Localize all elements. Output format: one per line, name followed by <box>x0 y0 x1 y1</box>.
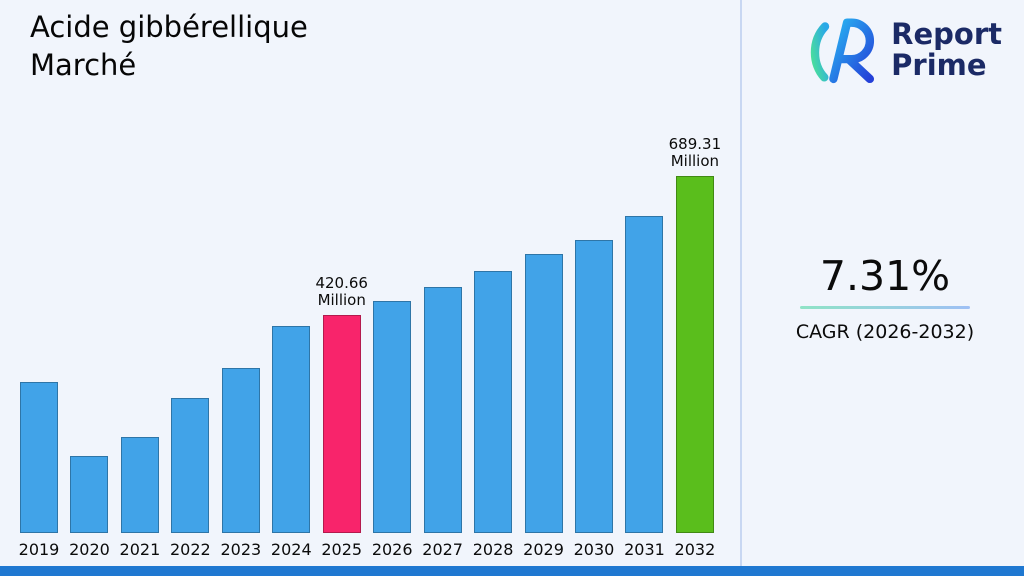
bar-2027 <box>423 287 462 533</box>
bar-column-2029: 2029 <box>521 254 567 559</box>
x-tick-label-2020: 2020 <box>69 540 110 559</box>
bar-2020 <box>70 456 109 533</box>
bar-2029 <box>524 254 563 533</box>
bar-2026 <box>373 301 412 533</box>
bar-column-2028: 2028 <box>470 271 516 559</box>
bar-2022 <box>171 398 210 533</box>
bar-column-2024: 2024 <box>268 326 314 559</box>
bar-column-2021: 2021 <box>117 437 163 559</box>
report-prime-logo-icon <box>810 18 875 84</box>
bar-2023 <box>221 368 260 533</box>
bar-value-label-2025: 420.66 Million <box>315 273 368 310</box>
x-tick-label-2025: 2025 <box>321 540 363 559</box>
cagr-underline <box>800 306 970 309</box>
x-tick-label-2032: 2032 <box>674 540 716 559</box>
bottom-accent-bar <box>0 566 1024 576</box>
brand-logo-text-line2: Prime <box>891 48 987 82</box>
vertical-divider <box>740 0 742 566</box>
bar-column-2023: 2023 <box>218 368 264 559</box>
bar-2031 <box>625 216 664 533</box>
bar-2032 <box>675 176 714 533</box>
bar-column-2025: 420.66 Million 2025 <box>315 274 368 559</box>
bar-column-2031: 2031 <box>621 216 667 559</box>
x-tick-label-2019: 2019 <box>18 540 60 559</box>
page-title-line2: Marché <box>30 48 137 83</box>
bar-column-2022: 2022 <box>167 398 213 559</box>
brand-logo: Report Prime <box>803 12 1002 88</box>
bar-column-2030: 2030 <box>571 240 617 559</box>
cagr-value: 7.31% <box>819 252 951 300</box>
bar-column-2020: 2020 <box>66 456 112 559</box>
page-title: Acide gibbérellique Marché <box>30 8 308 85</box>
bar-2025 <box>322 315 361 533</box>
bar-2030 <box>574 240 613 533</box>
bar-2028 <box>474 271 513 533</box>
x-tick-label-2028: 2028 <box>472 540 514 559</box>
bar-2021 <box>120 437 159 533</box>
x-tick-label-2029: 2029 <box>523 540 564 559</box>
cagr-panel: 7.31% CAGR (2026-2032) <box>762 252 1008 343</box>
bar-chart: 2019 2020 2021 2022 2023 2024 420.66 Million 202… <box>16 103 722 559</box>
x-tick-label-2024: 2024 <box>270 540 312 559</box>
x-tick-label-2021: 2021 <box>119 540 161 559</box>
x-tick-label-2027: 2027 <box>422 540 463 559</box>
bar-value-label-2032: 689.31 Million <box>668 134 722 171</box>
bar-2024 <box>272 326 311 533</box>
brand-logo-text: Report Prime <box>891 16 1002 82</box>
x-tick-label-2031: 2031 <box>624 540 665 559</box>
x-tick-label-2026: 2026 <box>371 540 413 559</box>
x-tick-label-2022: 2022 <box>170 540 211 559</box>
bar-column-2026: 2026 <box>369 301 415 559</box>
bar-2019 <box>20 382 58 533</box>
page-title-line1: Acide gibbérellique <box>30 10 308 44</box>
x-tick-label-2023: 2023 <box>220 540 262 559</box>
x-tick-label-2030: 2030 <box>573 540 615 559</box>
brand-logo-text-line1: Report <box>891 16 1002 51</box>
bar-column-2019: 2019 <box>16 382 62 559</box>
bar-column-2032: 689.31 Million 2032 <box>669 135 722 559</box>
cagr-label: CAGR (2026-2032) <box>795 321 975 343</box>
bar-column-2027: 2027 <box>420 287 466 559</box>
